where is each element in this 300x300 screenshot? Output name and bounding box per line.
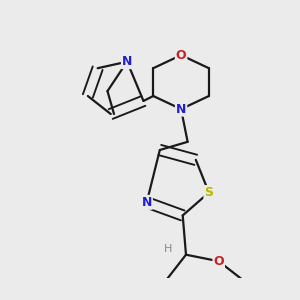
Text: S: S (204, 186, 213, 199)
Text: N: N (142, 196, 152, 209)
Text: N: N (176, 103, 186, 116)
Text: O: O (176, 49, 186, 62)
Text: O: O (213, 255, 224, 268)
Text: N: N (122, 55, 132, 68)
Text: H: H (164, 244, 172, 254)
